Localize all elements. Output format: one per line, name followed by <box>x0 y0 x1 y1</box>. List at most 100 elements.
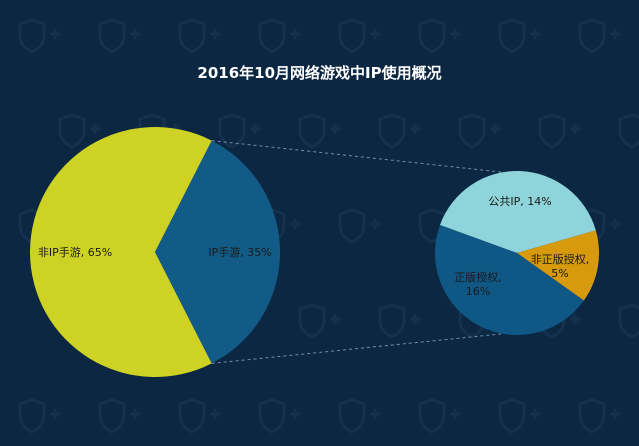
watermark-shield <box>178 18 206 54</box>
s-plus-logo-icon <box>578 398 620 434</box>
watermark-plus <box>90 124 100 134</box>
watermark-plus <box>130 29 140 39</box>
watermark-shield <box>498 398 526 434</box>
data-label-non-ip-line: 非IP手游, 65% <box>38 245 112 259</box>
watermark-shield <box>18 18 46 54</box>
watermark-plus <box>370 29 380 39</box>
sub-pie-slice-public-ip <box>439 170 596 253</box>
watermark-plus <box>130 409 140 419</box>
watermark-plus <box>610 409 620 419</box>
watermark-shield <box>418 398 446 434</box>
data-label-public-ip: 公共IP, 14% <box>488 195 551 208</box>
watermark-plus <box>450 29 460 39</box>
s-plus-logo-icon <box>338 208 380 244</box>
watermark-shield <box>538 113 566 149</box>
watermark-shield <box>498 18 526 54</box>
connector-line-bottom <box>211 333 503 364</box>
s-plus-logo-icon <box>218 113 260 149</box>
s-plus-logo-icon <box>618 113 639 149</box>
watermark-plus <box>570 124 580 134</box>
s-plus-logo-icon <box>378 113 420 149</box>
watermark-shield <box>298 303 326 339</box>
watermark-shield <box>618 303 639 339</box>
s-plus-logo-icon <box>338 398 380 434</box>
s-plus-logo-icon <box>538 113 580 149</box>
watermark-shield <box>218 113 246 149</box>
watermark-shield <box>578 398 606 434</box>
watermark-plus <box>290 409 300 419</box>
s-plus-logo-icon <box>618 303 639 339</box>
watermark-plus <box>50 409 60 419</box>
watermark-shield <box>378 113 406 149</box>
s-plus-logo-icon <box>578 18 620 54</box>
data-label-public-ip-line: 公共IP, 14% <box>488 195 551 208</box>
watermark-shield <box>298 113 326 149</box>
sub-pie-slice-unlicensed <box>517 230 599 301</box>
watermark-plus <box>530 409 540 419</box>
s-plus-logo-icon <box>98 18 140 54</box>
s-plus-logo-icon <box>498 18 540 54</box>
s-plus-logo-icon <box>418 398 460 434</box>
data-label-licensed-line: 16% <box>466 285 490 298</box>
pie-slice-non-ip <box>30 127 212 377</box>
pie-slice-ip <box>155 140 281 364</box>
watermark-shield <box>58 113 86 149</box>
s-plus-logo-icon <box>338 18 380 54</box>
watermark-plus <box>370 219 380 229</box>
data-label-unlicensed-line: 非正版授权, <box>531 252 590 266</box>
data-label-licensed-line: 正版授权, <box>454 270 502 284</box>
watermark-shield <box>258 398 286 434</box>
watermark-plus <box>290 219 300 229</box>
watermark-plus <box>330 314 340 324</box>
watermark-plus <box>290 29 300 39</box>
sub-pie-slice-licensed <box>434 224 584 336</box>
watermark-plus <box>410 314 420 324</box>
data-label-unlicensed-line: 5% <box>551 267 568 280</box>
s-plus-logo-icon <box>18 398 60 434</box>
watermark-plus <box>330 124 340 134</box>
s-plus-logo-icon <box>458 113 500 149</box>
watermark-plus <box>370 409 380 419</box>
watermark-shield <box>378 303 406 339</box>
watermark-shield <box>258 18 286 54</box>
chart-title: 2016年10月网络游戏中IP使用概况 <box>197 64 442 82</box>
watermark-plus <box>210 409 220 419</box>
watermark-plus <box>250 124 260 134</box>
s-plus-logo-icon <box>18 18 60 54</box>
watermark-shield <box>178 398 206 434</box>
s-plus-logo-icon <box>378 303 420 339</box>
s-plus-logo-icon <box>178 398 220 434</box>
watermark-plus <box>610 219 620 229</box>
watermark-shield <box>458 113 486 149</box>
watermark-plus <box>610 29 620 39</box>
watermark-shield <box>418 18 446 54</box>
watermark-plus <box>50 29 60 39</box>
s-plus-logo-icon <box>298 113 340 149</box>
watermark-shield <box>578 18 606 54</box>
watermark-plus <box>450 409 460 419</box>
watermark-plus <box>530 29 540 39</box>
watermark-plus <box>410 124 420 134</box>
watermark-shield <box>98 398 126 434</box>
data-label-licensed: 正版授权, 16% <box>454 270 502 298</box>
data-label-non-ip: 非IP手游, 65% <box>38 245 112 259</box>
data-label-ip-line: IP手游, 35% <box>208 245 271 259</box>
watermark-shield <box>338 208 366 244</box>
s-plus-logo-icon <box>498 398 540 434</box>
s-plus-logo-icon <box>178 18 220 54</box>
watermark-shield <box>338 398 366 434</box>
watermark-plus <box>570 314 580 324</box>
s-plus-logo-icon <box>98 398 140 434</box>
watermark-shield <box>338 18 366 54</box>
watermark-plus <box>490 124 500 134</box>
watermark-shield <box>618 113 639 149</box>
s-plus-logo-icon <box>258 398 300 434</box>
s-plus-logo-icon <box>418 18 460 54</box>
watermark-plus <box>210 29 220 39</box>
watermark-shield <box>18 398 46 434</box>
data-label-unlicensed: 非正版授权, 5% <box>531 252 590 280</box>
data-label-ip: IP手游, 35% <box>208 245 271 259</box>
watermark-shield <box>98 18 126 54</box>
